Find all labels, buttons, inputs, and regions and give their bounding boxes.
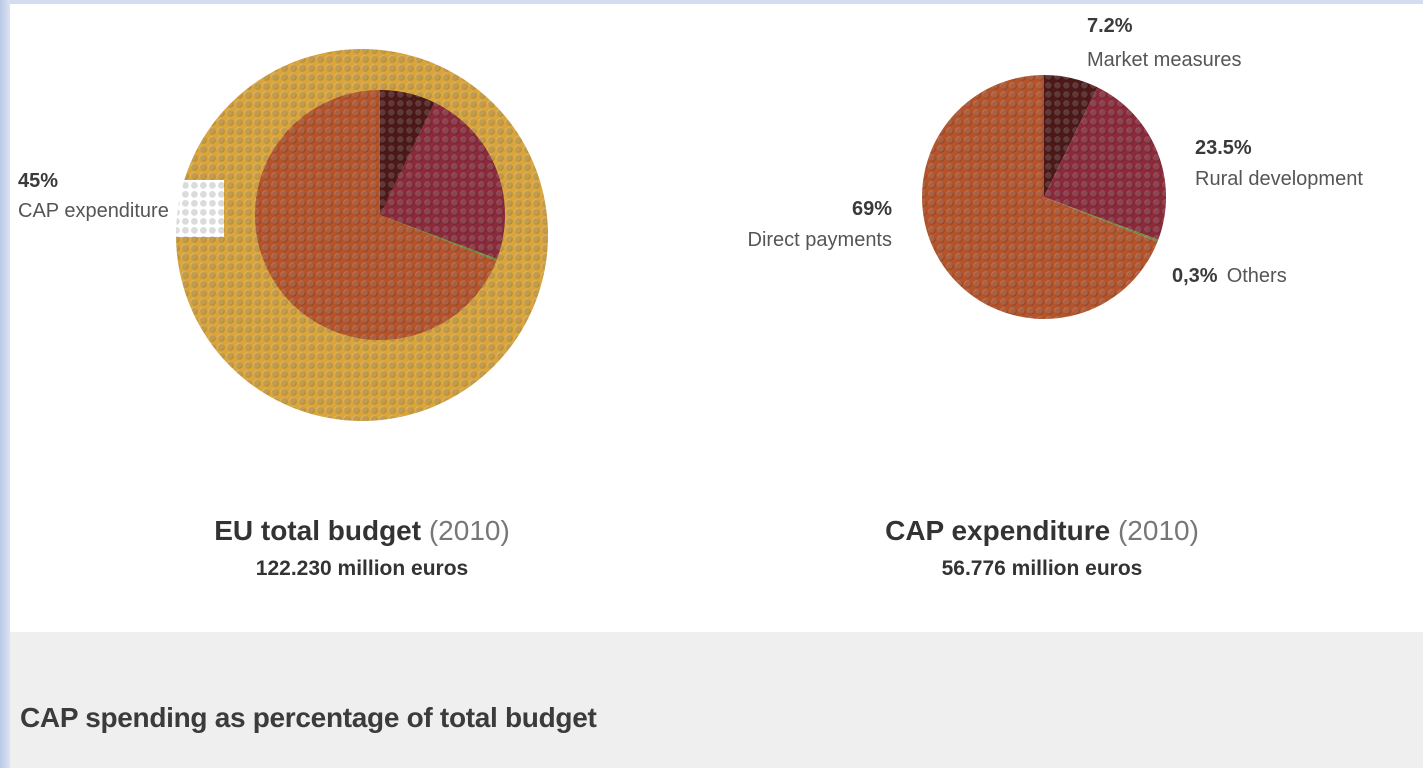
- eu-budget-year: (2010): [429, 515, 510, 546]
- footer-panel: CAP spending as percentage of total budg…: [10, 632, 1423, 768]
- frame-left-border: [0, 0, 10, 768]
- eu-budget-title-text: EU total budget: [214, 515, 421, 546]
- others-value-label: 0,3%: [1172, 265, 1218, 287]
- chart-area: 45% CAP expenditure EU total budget (201…: [18, 15, 1363, 580]
- cap-expenditure-subtitle: 56.776 million euros: [942, 557, 1143, 580]
- frame-top-border: [0, 0, 1423, 4]
- footer-title: CAP spending as percentage of total budg…: [20, 702, 597, 733]
- cap-share-name-label: CAP expenditure: [18, 200, 169, 222]
- others-name-label: Others: [1227, 265, 1287, 287]
- market-measures-name-label: Market measures: [1087, 49, 1242, 71]
- eu-budget-pie: [171, 49, 548, 421]
- cap-expenditure-title: CAP expenditure (2010): [885, 515, 1199, 546]
- direct-payments-name-label: Direct payments: [748, 229, 893, 251]
- direct-payments-value-label: 69%: [852, 198, 892, 220]
- eu-budget-subtitle: 122.230 million euros: [256, 557, 468, 580]
- market-measures-value-label: 7.2%: [1087, 15, 1133, 37]
- pie-texture-overlay: [922, 75, 1166, 319]
- cap-expenditure-title-text: CAP expenditure: [885, 515, 1110, 546]
- rural-development-name-label: Rural development: [1195, 168, 1363, 190]
- others-label: 0,3% Others: [1172, 265, 1287, 287]
- rural-development-value-label: 23.5%: [1195, 137, 1252, 159]
- eu-budget-title: EU total budget (2010): [214, 515, 510, 546]
- cap-share-value-label: 45%: [18, 170, 58, 192]
- cap-expenditure-year: (2010): [1118, 515, 1199, 546]
- pie-texture-overlay: [176, 49, 548, 421]
